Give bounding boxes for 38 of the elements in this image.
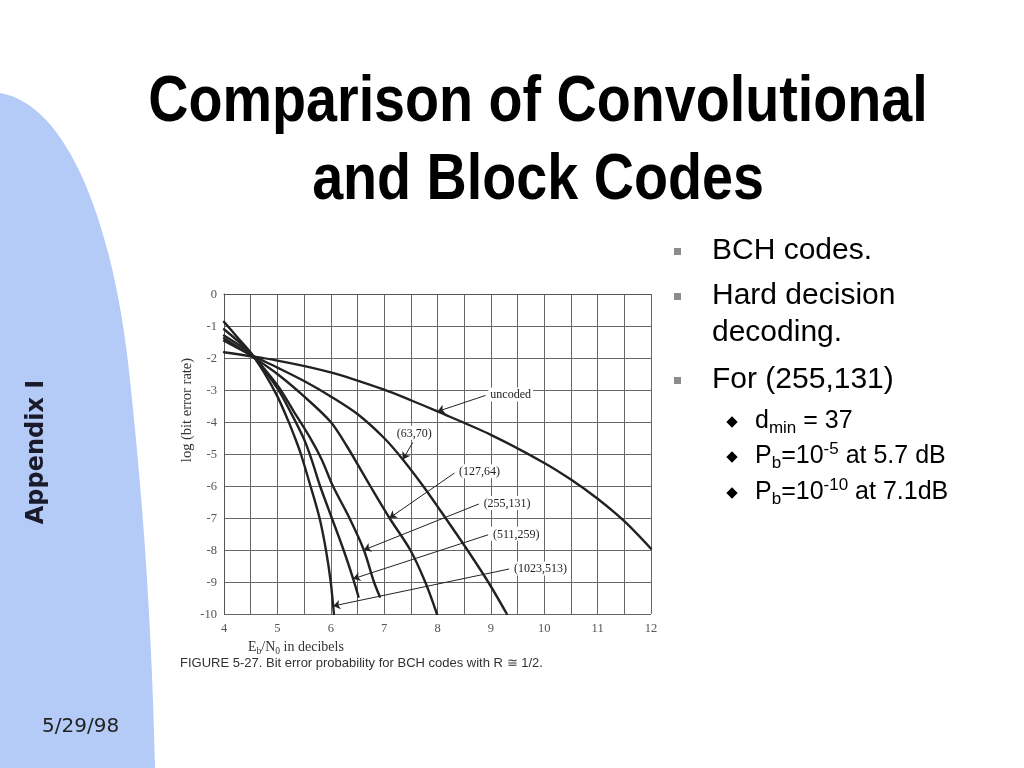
text: (511,259) (493, 526, 540, 541)
chart-title: Comparison of Convolutional and Block Codes (147, 62, 929, 215)
text: (255,131) (483, 495, 531, 510)
y-axis-title: log (bit error rate) (177, 357, 195, 463)
x-tick-label: 4 (220, 620, 228, 635)
x-tick-label: 7 (381, 620, 388, 635)
text: Appendix I (21, 379, 49, 525)
y-tick-label: 0 (210, 287, 217, 301)
y-tick-label: -7 (206, 511, 217, 525)
text: Hard decision decoding. (712, 276, 897, 349)
x-tick-label: 6 (327, 620, 334, 635)
x-axis-title: E$_{b}$/N$_{0}$ in decibels (248, 639, 344, 656)
y-tick-label: -1 (206, 319, 217, 333)
y-tick-label: -2 (206, 351, 217, 365)
legend-label: (63,70) (396, 425, 432, 440)
y-tick-label: -9 (206, 575, 217, 589)
x-tick-label: 8 (434, 620, 441, 635)
text: d$_{min}$ = 37 (755, 404, 853, 438)
x-tick-label: 9 (487, 620, 494, 635)
y-tick-label: -4 (206, 415, 218, 429)
x-tick-label: 12 (644, 620, 658, 635)
text: (127,64) (458, 464, 500, 479)
text: (1023,513) (514, 561, 568, 576)
text: For (255,131) (712, 360, 894, 396)
y-tick-label: -3 (206, 383, 217, 397)
x-tick-label: 11 (591, 620, 604, 635)
y-tick-label: -10 (200, 607, 217, 621)
text: P$_{b}$=10$^{-10}$ at 7.1dB (755, 474, 949, 509)
y-tick-label: -6 (206, 479, 217, 493)
text: P$_{b}$=10$^{-5}$ at 5.7 dB (755, 438, 946, 473)
y-tick-label: -8 (206, 543, 217, 557)
x-tick-label: 5 (274, 620, 281, 635)
x-tick-label: 10 (538, 620, 551, 635)
text: uncoded (490, 387, 531, 402)
y-tick-label: -5 (206, 447, 217, 461)
caption: FIGURE 5-27. Bit error probability for BCH codes with R ≅ 1/2. (180, 655, 543, 670)
text: 5/29/98 (42, 713, 120, 737)
text: BCH codes. (712, 231, 873, 267)
